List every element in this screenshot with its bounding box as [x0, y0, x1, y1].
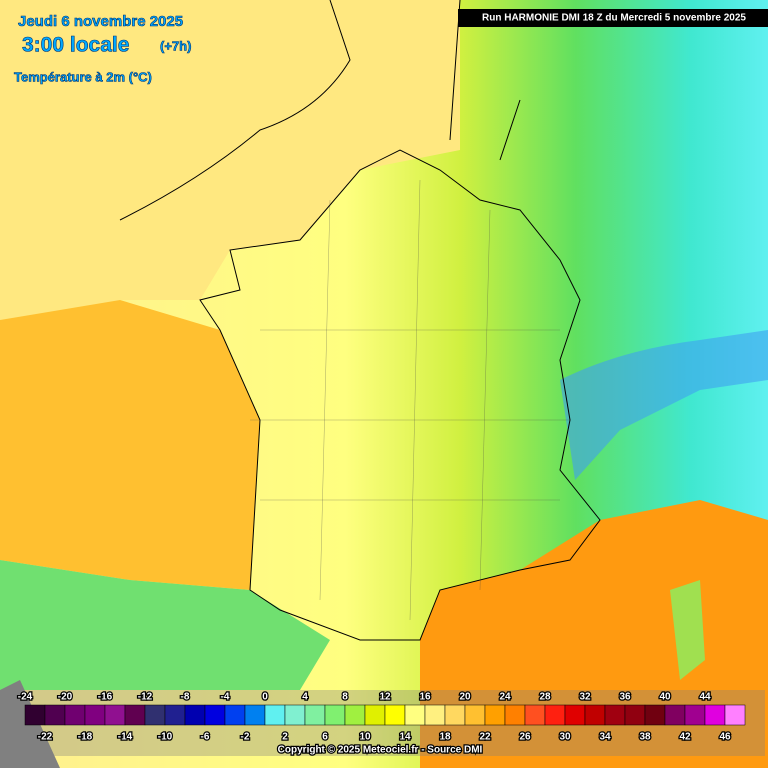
legend-top-label: -12: [138, 692, 153, 703]
legend-swatch: [564, 704, 586, 726]
legend-top-label: 16: [419, 692, 431, 703]
legend-swatch: [464, 704, 486, 726]
legend-swatch: [164, 704, 186, 726]
atlantic-sea: [0, 300, 260, 590]
channel-sea: [0, 0, 460, 320]
legend-bottom-label: 30: [559, 732, 571, 743]
legend-swatch: [544, 704, 566, 726]
legend-bottom-label: -18: [78, 732, 93, 743]
legend-bottom-label: 26: [519, 732, 531, 743]
legend-top-label: -20: [58, 692, 73, 703]
legend-top-label: -24: [18, 692, 33, 703]
legend-swatch: [624, 704, 646, 726]
legend-swatch: [684, 704, 706, 726]
legend-swatch: [584, 704, 606, 726]
legend-swatch: [304, 704, 326, 726]
legend-top-label: 40: [659, 692, 671, 703]
legend-bottom-label: 38: [639, 732, 651, 743]
time-label: 3:00 locale: [22, 34, 129, 57]
legend-bottom-label: 42: [679, 732, 691, 743]
legend-swatch: [284, 704, 306, 726]
legend-top-label: 24: [499, 692, 511, 703]
legend-top-label: -16: [98, 692, 113, 703]
legend-bottom-label: 22: [479, 732, 491, 743]
mediterranean-sea: [420, 500, 768, 768]
iberia: [0, 560, 330, 690]
legend-swatch: [64, 704, 86, 726]
legend-top-label: 36: [619, 692, 631, 703]
legend-swatch: [444, 704, 466, 726]
france-border: [199, 149, 601, 641]
legend-swatch: [724, 704, 746, 726]
legend-swatch: [364, 704, 386, 726]
legend-swatch: [144, 704, 166, 726]
legend-bottom-label: 6: [322, 732, 328, 743]
legend-swatch: [124, 704, 146, 726]
legend-top-label: -8: [181, 692, 190, 703]
offset-label: (+7h): [160, 38, 191, 53]
legend-top-label: 20: [459, 692, 471, 703]
department-lines: [250, 179, 570, 621]
run-label: Run HARMONIE DMI 18 Z du Mercredi 5 nove…: [482, 13, 746, 24]
legend-swatch: [104, 704, 126, 726]
legend-swatch: [504, 704, 526, 726]
legend-bottom-label: -14: [118, 732, 133, 743]
legend-swatch: [344, 704, 366, 726]
legend-top-label: 4: [302, 692, 308, 703]
legend-swatch: [424, 704, 446, 726]
legend-bottom-label: 10: [359, 732, 371, 743]
legend-top-label: 8: [342, 692, 348, 703]
legend-swatch: [664, 704, 686, 726]
legend-swatch: [24, 704, 46, 726]
legend-swatch: [44, 704, 66, 726]
legend-swatch: [324, 704, 346, 726]
legend-swatch: [204, 704, 226, 726]
legend-swatch: [244, 704, 266, 726]
legend-top-label: 28: [539, 692, 551, 703]
legend-bottom-label: 46: [719, 732, 731, 743]
legend-bottom-label: 2: [282, 732, 288, 743]
legend-swatch: [84, 704, 106, 726]
legend-bottom-label: -22: [38, 732, 53, 743]
legend-swatch: [384, 704, 406, 726]
legend-bottom-label: 14: [399, 732, 411, 743]
legend-bottom-label: 34: [599, 732, 611, 743]
legend-swatch: [404, 704, 426, 726]
legend-bottom-label: 18: [439, 732, 451, 743]
legend-top-label: 0: [262, 692, 268, 703]
legend-bottom-label: -2: [241, 732, 250, 743]
legend-bottom-label: -6: [201, 732, 210, 743]
date-label: Jeudi 6 novembre 2025: [18, 13, 183, 30]
copyright: Copyright © 2025 Meteociel.fr - Source D…: [278, 745, 483, 756]
alps: [560, 330, 768, 480]
legend-top-label: -4: [221, 692, 230, 703]
legend-top-label: 44: [699, 692, 711, 703]
legend-swatch: [264, 704, 286, 726]
legend-top-label: 12: [379, 692, 391, 703]
legend-swatch: [184, 704, 206, 726]
legend-bottom-label: -10: [158, 732, 173, 743]
legend-swatch: [704, 704, 726, 726]
legend-swatch: [524, 704, 546, 726]
legend-top-label: 32: [579, 692, 591, 703]
corsica: [670, 580, 705, 680]
legend-swatch: [604, 704, 626, 726]
run-box: [458, 9, 768, 27]
legend: -24 -20 -16 -12 -8 -4 0 4 8 12 16 20 24 28 32 36 40 44-22…: [17, 690, 746, 744]
legend-swatch: [644, 704, 666, 726]
variable-label: Température à 2m (°C): [14, 69, 152, 84]
legend-swatch: [224, 704, 246, 726]
legend-swatch: [484, 704, 506, 726]
